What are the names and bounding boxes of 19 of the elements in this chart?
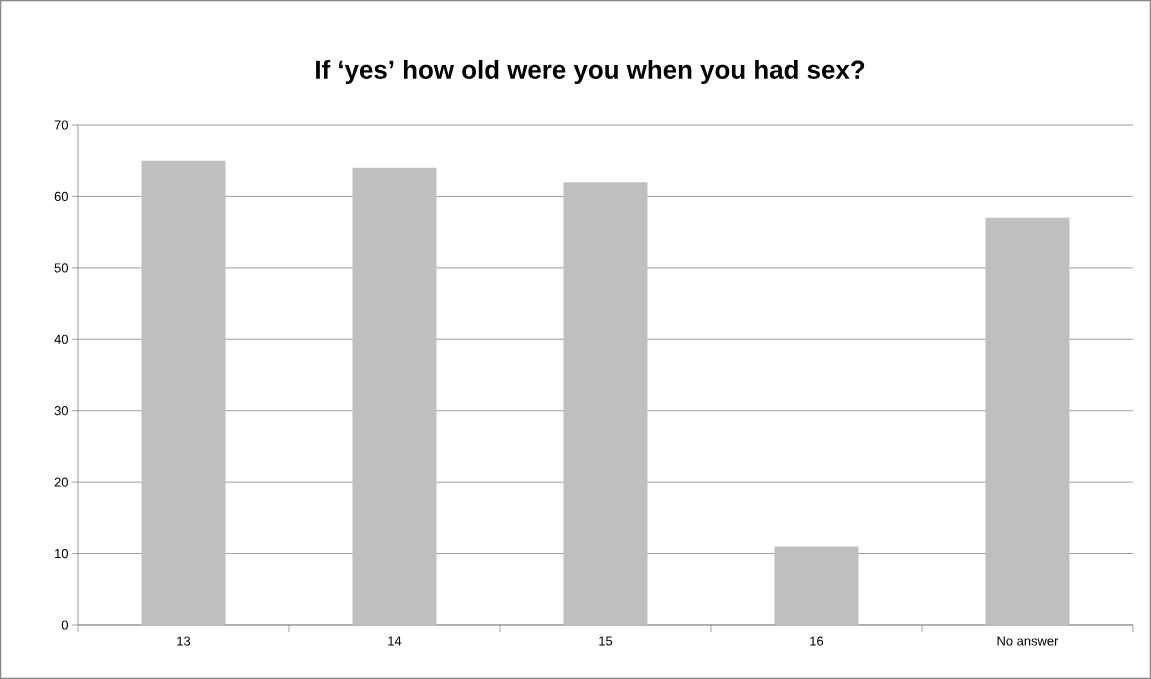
y-tick-label: 30	[54, 406, 68, 416]
bar	[141, 160, 226, 625]
y-tick-label: 20	[54, 477, 68, 487]
x-tick-label: 14	[388, 636, 402, 646]
bar	[774, 546, 859, 625]
bar	[352, 167, 437, 625]
x-tick-label: 13	[177, 636, 191, 646]
y-tick-label: 60	[54, 191, 68, 201]
y-tick-label: 10	[55, 548, 68, 559]
x-tick-label: No answer	[997, 636, 1059, 646]
y-tick-label: 0	[61, 620, 68, 630]
y-tick-label: 50	[54, 263, 68, 273]
bar	[985, 217, 1070, 625]
bar	[563, 182, 648, 625]
x-tick-label: 16	[810, 636, 824, 646]
y-tick-label: 40	[54, 334, 68, 344]
chart-title: If ‘yes’ how old were you when you had sex?	[316, 59, 865, 85]
x-tick-label: 15	[599, 636, 613, 646]
y-tick-label: 70	[54, 120, 68, 130]
